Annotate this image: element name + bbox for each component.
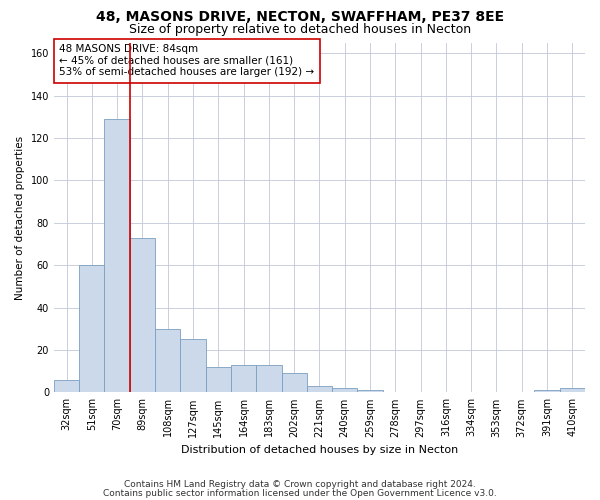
Bar bbox=[54, 380, 79, 392]
Text: Contains public sector information licensed under the Open Government Licence v3: Contains public sector information licen… bbox=[103, 489, 497, 498]
Y-axis label: Number of detached properties: Number of detached properties bbox=[15, 136, 25, 300]
Text: 48, MASONS DRIVE, NECTON, SWAFFHAM, PE37 8EE: 48, MASONS DRIVE, NECTON, SWAFFHAM, PE37… bbox=[96, 10, 504, 24]
Text: Contains HM Land Registry data © Crown copyright and database right 2024.: Contains HM Land Registry data © Crown c… bbox=[124, 480, 476, 489]
Bar bbox=[332, 388, 358, 392]
Bar bbox=[181, 340, 206, 392]
Bar bbox=[307, 386, 332, 392]
Bar bbox=[256, 365, 281, 392]
Bar bbox=[231, 365, 256, 392]
Bar bbox=[206, 367, 231, 392]
X-axis label: Distribution of detached houses by size in Necton: Distribution of detached houses by size … bbox=[181, 445, 458, 455]
Text: 48 MASONS DRIVE: 84sqm
← 45% of detached houses are smaller (161)
53% of semi-de: 48 MASONS DRIVE: 84sqm ← 45% of detached… bbox=[59, 44, 314, 78]
Text: Size of property relative to detached houses in Necton: Size of property relative to detached ho… bbox=[129, 22, 471, 36]
Bar bbox=[560, 388, 585, 392]
Bar bbox=[130, 238, 155, 392]
Bar bbox=[79, 265, 104, 392]
Bar bbox=[155, 329, 181, 392]
Bar bbox=[535, 390, 560, 392]
Bar bbox=[104, 119, 130, 392]
Bar bbox=[358, 390, 383, 392]
Bar bbox=[281, 374, 307, 392]
